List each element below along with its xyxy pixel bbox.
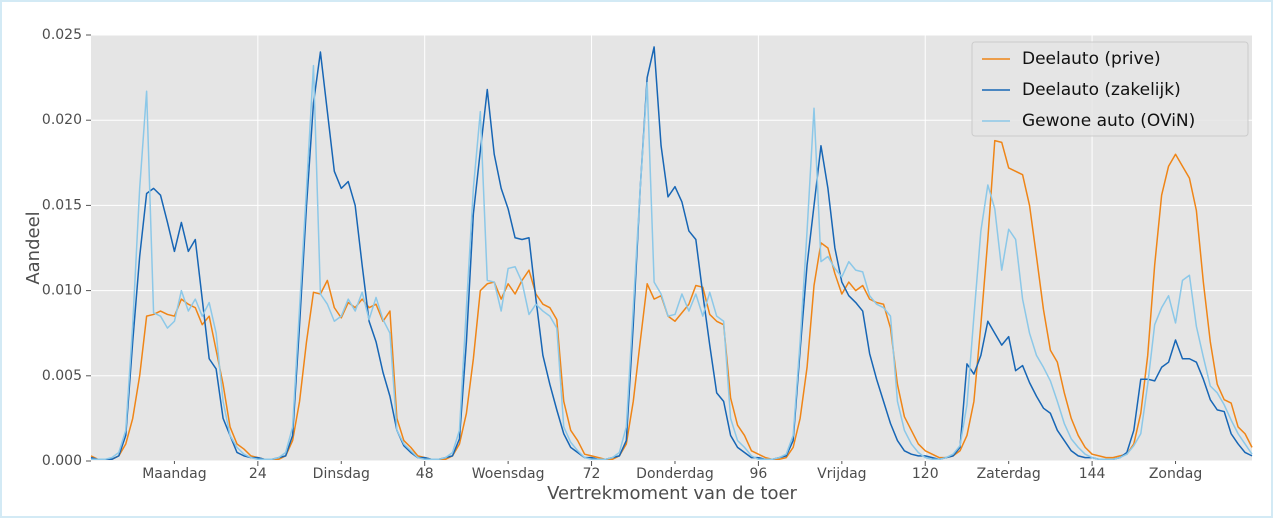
y-tick-label: 0.020 [42,112,82,128]
lines [90,46,1253,461]
axes: 0.000 0.005 0.010 0.015 0.020 0.025 24 48 72 96 12… [42,27,1202,482]
y-tick-label: 0.000 [42,453,82,469]
x-minor-tick-label: Dinsdag [313,466,370,482]
y-axis-label: Aandeel [23,211,44,284]
y-tick-label: 0.010 [42,283,82,299]
x-minor-tick-label: Zaterdag [977,466,1041,482]
y-tick-label: 0.005 [42,368,82,384]
legend-box [971,41,1249,137]
legend-label: Deelauto (prive) [1022,49,1161,69]
x-tick-label: 96 [749,466,767,482]
grid [91,34,1252,462]
series-line [91,64,1253,461]
x-minor-tick-label: Maandag [142,466,206,482]
legend-label: Deelauto (zakelijk) [1022,80,1181,100]
x-axis-label: Vertrekmoment van de toer [547,483,797,504]
x-minor-tick-label: Donderdag [636,466,714,482]
x-minor-tick-label: Zondag [1149,466,1202,482]
legend: Deelauto (prive) Deelauto (zakelijk) Gewon… [971,41,1249,137]
x-tick-label: 24 [249,466,267,482]
x-minor-tick-label: Woensdag [472,466,545,482]
y-tick-label: 0.015 [42,197,82,213]
x-tick-label: 72 [583,466,601,482]
x-tick-label: 144 [1079,466,1106,482]
x-tick-label: 48 [416,466,434,482]
series-line [90,46,1253,461]
x-tick-label: 120 [912,466,939,482]
y-tick-label: 0.025 [42,27,82,43]
legend-label: Gewone auto (OViN) [1022,111,1195,131]
x-minor-tick-label: Vrijdag [817,466,866,482]
